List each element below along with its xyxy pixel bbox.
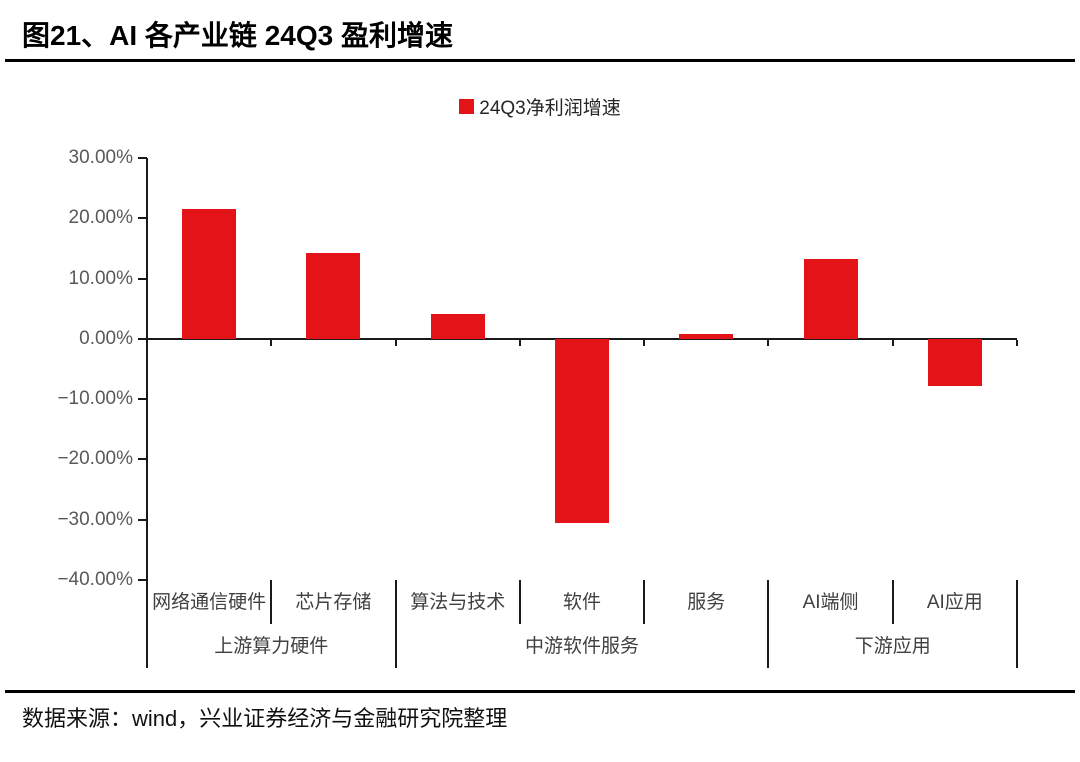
y-axis-tick-label: −20.00%: [57, 448, 133, 470]
y-axis-tick-label: 0.00%: [79, 327, 133, 349]
x-category-label: AI端侧: [802, 592, 859, 613]
x-group-label: 下游应用: [854, 636, 931, 657]
x-axis-tick: [518, 339, 521, 346]
y-axis-tick-label: −10.00%: [57, 388, 133, 410]
x-axis-tick: [270, 339, 273, 346]
label-divider: [270, 580, 273, 624]
y-axis-tick: [138, 579, 147, 581]
y-axis-line: [146, 158, 148, 668]
x-category-label: 软件: [562, 592, 601, 613]
bar: [306, 252, 361, 339]
legend-label: 24Q3净利润增速: [479, 98, 621, 119]
x-axis-tick: [1016, 339, 1018, 346]
x-group-label: 上游算力硬件: [214, 636, 329, 657]
bar: [927, 338, 982, 386]
y-axis-tick: [138, 157, 147, 159]
x-category-label: 芯片存储: [295, 592, 372, 613]
y-axis-tick-label: −30.00%: [57, 508, 133, 530]
footer-divider: [5, 690, 1075, 693]
bar: [555, 338, 609, 524]
label-divider: [394, 580, 397, 668]
label-divider: [518, 580, 521, 624]
chart-legend: 24Q3净利润增速: [0, 93, 1080, 120]
x-group-label: 中游软件服务: [524, 636, 639, 657]
bar: [679, 334, 734, 339]
y-axis-tick: [138, 277, 147, 280]
y-axis-tick-label: 30.00%: [68, 147, 133, 168]
page-title: 图21、AI 各产业链 24Q3 盈利增速: [22, 20, 453, 51]
x-axis-tick: [891, 339, 894, 346]
bar: [430, 313, 485, 339]
label-divider: [891, 580, 894, 624]
source-note: 数据来源：wind，兴业证券经济与金融研究院整理: [22, 706, 508, 731]
y-axis-tick-label: 10.00%: [68, 267, 133, 289]
x-category-label: AI应用: [926, 592, 983, 613]
y-axis-tick-label: 20.00%: [68, 207, 133, 229]
label-divider: [767, 580, 770, 668]
bar: [803, 259, 858, 339]
x-axis-tick: [394, 339, 397, 346]
legend-swatch-icon: [459, 99, 475, 114]
title-divider: [5, 59, 1075, 62]
x-axis-tick: [767, 339, 770, 346]
bar: [182, 209, 237, 339]
y-axis-tick: [138, 217, 147, 220]
y-axis-tick: [138, 398, 147, 401]
x-category-label: 算法与技术: [410, 592, 506, 613]
label-divider: [1016, 580, 1018, 668]
y-axis-tick: [138, 337, 147, 340]
y-axis-tick-label: −40.00%: [57, 569, 133, 590]
x-axis-tick: [643, 339, 646, 346]
x-category-label: 服务: [687, 592, 726, 613]
y-axis-tick: [138, 458, 147, 461]
y-axis-tick: [138, 518, 147, 521]
label-divider: [643, 580, 646, 624]
x-category-label: 网络通信硬件: [152, 592, 267, 613]
